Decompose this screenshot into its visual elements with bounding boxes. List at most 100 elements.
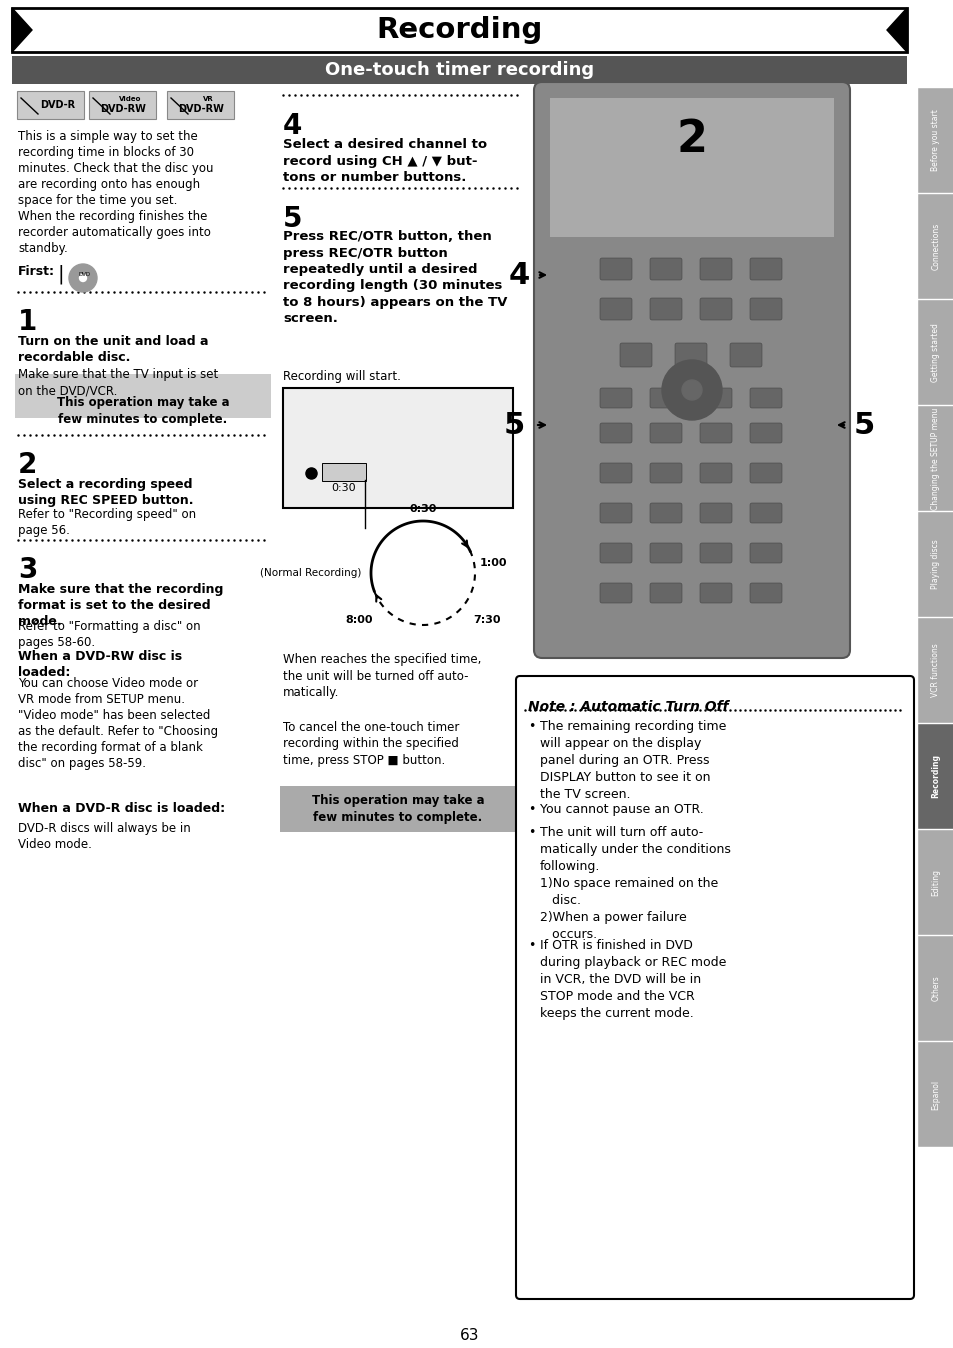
Text: •: • — [527, 720, 535, 733]
Text: DVD-RW: DVD-RW — [100, 104, 146, 115]
Text: DVD-RW: DVD-RW — [178, 104, 224, 115]
FancyBboxPatch shape — [700, 543, 731, 563]
FancyBboxPatch shape — [917, 406, 953, 511]
Text: Editing: Editing — [930, 869, 940, 896]
Text: •: • — [527, 803, 535, 816]
Text: Refer to "Formatting a disc" on
pages 58-60.: Refer to "Formatting a disc" on pages 58… — [18, 620, 200, 648]
Text: This operation may take a
few minutes to complete.: This operation may take a few minutes to… — [56, 396, 229, 426]
FancyBboxPatch shape — [89, 92, 156, 119]
FancyBboxPatch shape — [322, 462, 366, 481]
FancyBboxPatch shape — [599, 257, 631, 280]
FancyBboxPatch shape — [917, 617, 953, 723]
Text: To cancel the one-touch timer
recording within the specified
time, press STOP ■ : To cancel the one-touch timer recording … — [283, 721, 459, 767]
FancyBboxPatch shape — [729, 342, 761, 367]
FancyBboxPatch shape — [599, 582, 631, 603]
FancyBboxPatch shape — [917, 512, 953, 617]
FancyBboxPatch shape — [749, 388, 781, 408]
Text: Note : Automatic Turn Off: Note : Automatic Turn Off — [527, 700, 728, 714]
Text: Getting started: Getting started — [930, 324, 940, 381]
Circle shape — [681, 380, 701, 400]
Text: Recording: Recording — [930, 755, 940, 798]
Polygon shape — [886, 8, 906, 53]
Text: (Normal Recording): (Normal Recording) — [259, 568, 360, 578]
Text: •: • — [527, 940, 535, 952]
Text: You can choose Video mode or
VR mode from SETUP menu.
"Video mode" has been sele: You can choose Video mode or VR mode fro… — [18, 677, 218, 770]
FancyBboxPatch shape — [700, 462, 731, 483]
Text: 1: 1 — [18, 307, 37, 336]
FancyBboxPatch shape — [917, 830, 953, 936]
Text: When a DVD-R disc is loaded:: When a DVD-R disc is loaded: — [18, 802, 225, 816]
FancyBboxPatch shape — [649, 503, 681, 523]
FancyBboxPatch shape — [280, 786, 516, 832]
Text: Make sure that the recording
format is set to the desired
mode.: Make sure that the recording format is s… — [18, 582, 223, 628]
FancyBboxPatch shape — [599, 388, 631, 408]
FancyBboxPatch shape — [649, 388, 681, 408]
Text: One-touch timer recording: One-touch timer recording — [325, 61, 594, 80]
FancyBboxPatch shape — [283, 388, 513, 508]
Text: Video: Video — [119, 96, 141, 102]
Text: 8:00: 8:00 — [345, 615, 373, 625]
FancyBboxPatch shape — [749, 503, 781, 523]
FancyBboxPatch shape — [749, 582, 781, 603]
FancyBboxPatch shape — [700, 423, 731, 443]
FancyBboxPatch shape — [917, 301, 953, 404]
Text: VR: VR — [202, 96, 213, 102]
FancyBboxPatch shape — [599, 462, 631, 483]
Text: When reaches the specified time,
the unit will be turned off auto-
matically.: When reaches the specified time, the uni… — [283, 652, 481, 700]
FancyBboxPatch shape — [917, 194, 953, 299]
Text: Press REC/OTR button, then
press REC/OTR button
repeatedly until a desired
recor: Press REC/OTR button, then press REC/OTR… — [283, 231, 507, 325]
Text: DVD: DVD — [79, 272, 91, 278]
Text: DVD-R: DVD-R — [40, 100, 75, 111]
Text: This operation may take a
few minutes to complete.: This operation may take a few minutes to… — [312, 794, 484, 824]
FancyBboxPatch shape — [649, 423, 681, 443]
FancyBboxPatch shape — [749, 462, 781, 483]
FancyBboxPatch shape — [917, 724, 953, 829]
Text: First:: First: — [18, 266, 55, 278]
FancyBboxPatch shape — [15, 373, 271, 418]
FancyBboxPatch shape — [749, 298, 781, 319]
Text: You cannot pause an OTR.: You cannot pause an OTR. — [539, 803, 703, 816]
FancyBboxPatch shape — [599, 423, 631, 443]
Text: Others: Others — [930, 976, 940, 1002]
FancyBboxPatch shape — [649, 462, 681, 483]
FancyBboxPatch shape — [675, 342, 706, 367]
Circle shape — [79, 275, 87, 282]
FancyBboxPatch shape — [550, 98, 833, 237]
Text: When a DVD-RW disc is
loaded:: When a DVD-RW disc is loaded: — [18, 650, 182, 679]
Text: DVD-R discs will always be in
Video mode.: DVD-R discs will always be in Video mode… — [18, 822, 191, 851]
FancyBboxPatch shape — [700, 582, 731, 603]
Text: Connections: Connections — [930, 222, 940, 270]
FancyBboxPatch shape — [700, 298, 731, 319]
Text: The unit will turn off auto-
matically under the conditions
following.
1)No spac: The unit will turn off auto- matically u… — [539, 826, 730, 941]
Text: 4: 4 — [508, 260, 530, 290]
Text: 5: 5 — [853, 411, 874, 439]
Text: Playing discs: Playing discs — [930, 539, 940, 589]
FancyBboxPatch shape — [516, 675, 913, 1299]
FancyBboxPatch shape — [649, 298, 681, 319]
FancyBboxPatch shape — [700, 388, 731, 408]
FancyBboxPatch shape — [167, 92, 233, 119]
FancyBboxPatch shape — [599, 503, 631, 523]
Text: Refer to "Recording speed" on
page 56.: Refer to "Recording speed" on page 56. — [18, 508, 196, 537]
Polygon shape — [12, 8, 32, 53]
Text: Select a recording speed
using REC SPEED button.: Select a recording speed using REC SPEED… — [18, 479, 193, 507]
FancyBboxPatch shape — [649, 582, 681, 603]
Text: Recording will start.: Recording will start. — [283, 369, 400, 383]
Text: Before you start: Before you start — [930, 109, 940, 171]
Text: 2: 2 — [676, 119, 707, 162]
FancyBboxPatch shape — [649, 257, 681, 280]
Text: 7:30: 7:30 — [473, 615, 500, 625]
FancyBboxPatch shape — [534, 82, 849, 658]
FancyBboxPatch shape — [749, 423, 781, 443]
Text: 4: 4 — [283, 112, 302, 140]
FancyBboxPatch shape — [917, 88, 953, 193]
FancyBboxPatch shape — [12, 8, 906, 53]
Text: VCR functions: VCR functions — [930, 643, 940, 697]
Text: |: | — [57, 264, 64, 283]
FancyBboxPatch shape — [599, 298, 631, 319]
FancyBboxPatch shape — [700, 503, 731, 523]
Text: 2: 2 — [18, 452, 37, 479]
FancyBboxPatch shape — [700, 257, 731, 280]
Text: Select a desired channel to
record using CH ▲ / ▼ but-
tons or number buttons.: Select a desired channel to record using… — [283, 137, 487, 183]
Text: Recording: Recording — [376, 16, 542, 44]
